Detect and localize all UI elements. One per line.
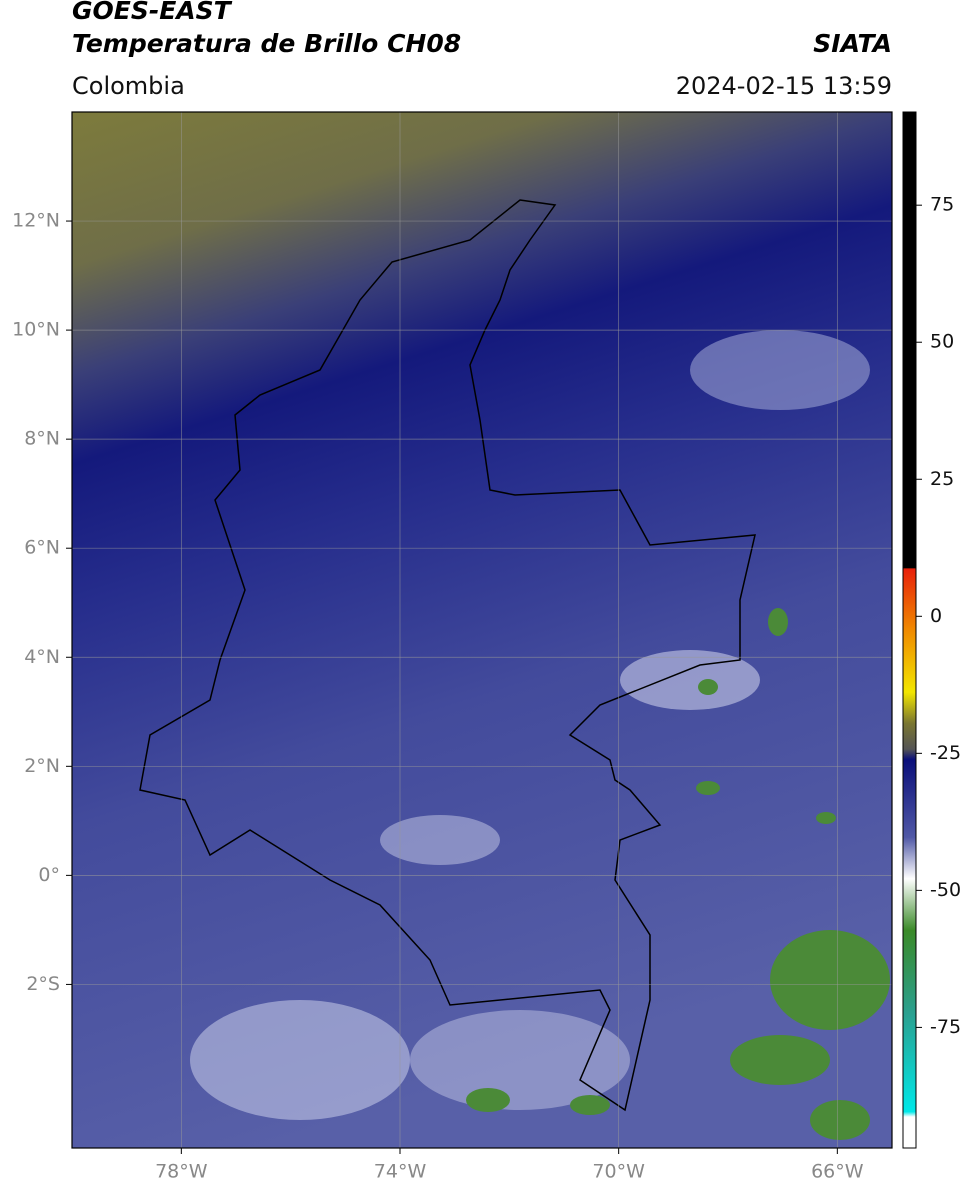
colorbar-tick-label: -25 — [930, 742, 961, 764]
y-tick-label: 2°S — [26, 973, 60, 995]
colorbar — [902, 111, 917, 1149]
y-tick-label: 6°N — [24, 537, 60, 559]
region: Colombia — [72, 72, 185, 100]
colorbar-tick-label: 25 — [930, 468, 954, 490]
x-tick-label: 70°W — [592, 1161, 645, 1183]
x-tick-label: 74°W — [374, 1161, 427, 1183]
timestamp: 2024-02-15 13:59 — [676, 72, 892, 100]
map-frame — [71, 111, 893, 1149]
axes: 78°W 74°W 70°W 66°W 12°N 10°N 8°N 6°N 4°N 2°N 0° 2°… — [12, 112, 892, 1183]
colorbar-tick-label: 50 — [930, 331, 954, 353]
colorbar-tick-label: -75 — [930, 1016, 961, 1038]
y-tick-label: 0° — [38, 864, 60, 886]
country-border — [139, 199, 756, 1112]
colorbar-tick-label: 75 — [930, 194, 954, 216]
y-tick-label: 10°N — [12, 319, 60, 341]
y-tick-label: 12°N — [12, 210, 60, 232]
source: SIATA — [813, 29, 892, 58]
y-tick-label: 4°N — [24, 646, 60, 668]
colorbar-tick-label: -50 — [930, 879, 961, 901]
y-tick-label: 2°N — [24, 755, 60, 777]
x-tick-label: 66°W — [811, 1161, 864, 1183]
x-tick-label: 78°W — [155, 1161, 208, 1183]
imagery — [72, 112, 892, 1148]
title: GOES-EAST — [72, 0, 233, 25]
title: Temperatura de Brillo CH08 — [72, 29, 461, 58]
colorbar-tick-label: 0 — [930, 605, 942, 627]
y-tick-label: 8°N — [24, 428, 60, 450]
